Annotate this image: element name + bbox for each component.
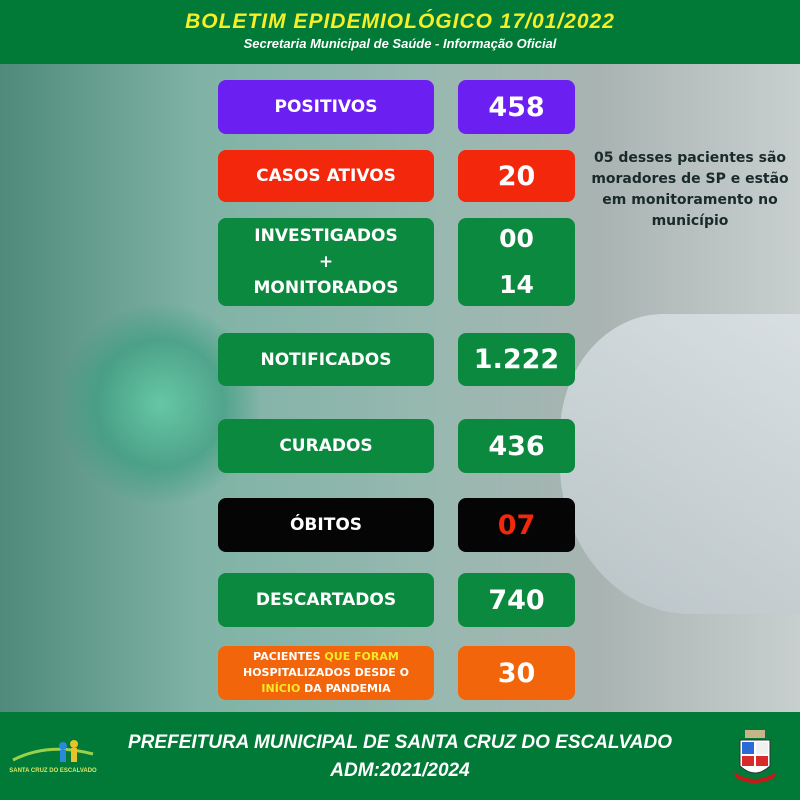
- footer-administration: ADM:2021/2024: [330, 760, 470, 781]
- label-highlight: INÍCIO: [261, 682, 301, 695]
- logo-text: SANTA CRUZ DO ESCALVADO: [9, 768, 97, 774]
- investigados-monitorados-values: 00 14: [458, 218, 575, 306]
- bulletin-title: BOLETIM EPIDEMIOLÓGICO 17/01/2022: [185, 10, 615, 33]
- casos-ativos-value: 20: [458, 150, 575, 202]
- curados-label: CURADOS: [218, 419, 434, 473]
- monitorados-text: MONITORADOS: [253, 278, 399, 298]
- descartados-label: DESCARTADOS: [218, 573, 434, 627]
- ativos-note: 05 desses pacientes são moradores de SP …: [591, 150, 789, 229]
- curados-value: 436: [458, 419, 575, 473]
- casos-ativos-label: CASOS ATIVOS: [218, 150, 434, 202]
- notificados-label: NOTIFICADOS: [218, 333, 434, 386]
- face-mask-photo: [560, 314, 800, 614]
- coat-of-arms-icon: [734, 730, 776, 783]
- bulletin-subtitle: Secretaria Municipal de Saúde - Informaç…: [243, 36, 557, 51]
- investigados-value: 00: [499, 224, 534, 253]
- positivos-label: POSITIVOS: [218, 80, 434, 134]
- municipality-logo: SANTA CRUZ DO ESCALVADO: [9, 740, 97, 774]
- plus-text: +: [318, 252, 334, 272]
- hospitalizados-label: PACIENTES QUE FORAM HOSPITALIZADOS DESDE…: [218, 646, 434, 700]
- descartados-value: 740: [458, 573, 575, 627]
- hospitalizados-value: 30: [458, 646, 575, 700]
- footer-title: PREFEITURA MUNICIPAL DE SANTA CRUZ DO ES…: [128, 732, 672, 753]
- obitos-label: ÓBITOS: [218, 498, 434, 552]
- investigados-text: INVESTIGADOS: [254, 226, 398, 246]
- obitos-value: 07: [458, 498, 575, 552]
- investigados-monitorados-label: INVESTIGADOS + MONITORADOS: [218, 218, 434, 306]
- positivos-value: 458: [458, 80, 575, 134]
- label-part: HOSPITALIZADOS DESDE O: [242, 666, 409, 679]
- footer: SANTA CRUZ DO ESCALVADO PREFEITURA MUNIC…: [0, 712, 800, 800]
- notificados-value: 1.222: [458, 333, 575, 386]
- label-highlight: QUE FORAM: [324, 650, 399, 663]
- label-part: PACIENTES: [253, 650, 325, 663]
- monitorados-value: 14: [499, 270, 534, 299]
- header: BOLETIM EPIDEMIOLÓGICO 17/01/2022 Secret…: [0, 0, 800, 64]
- label-part: DA PANDEMIA: [300, 682, 391, 695]
